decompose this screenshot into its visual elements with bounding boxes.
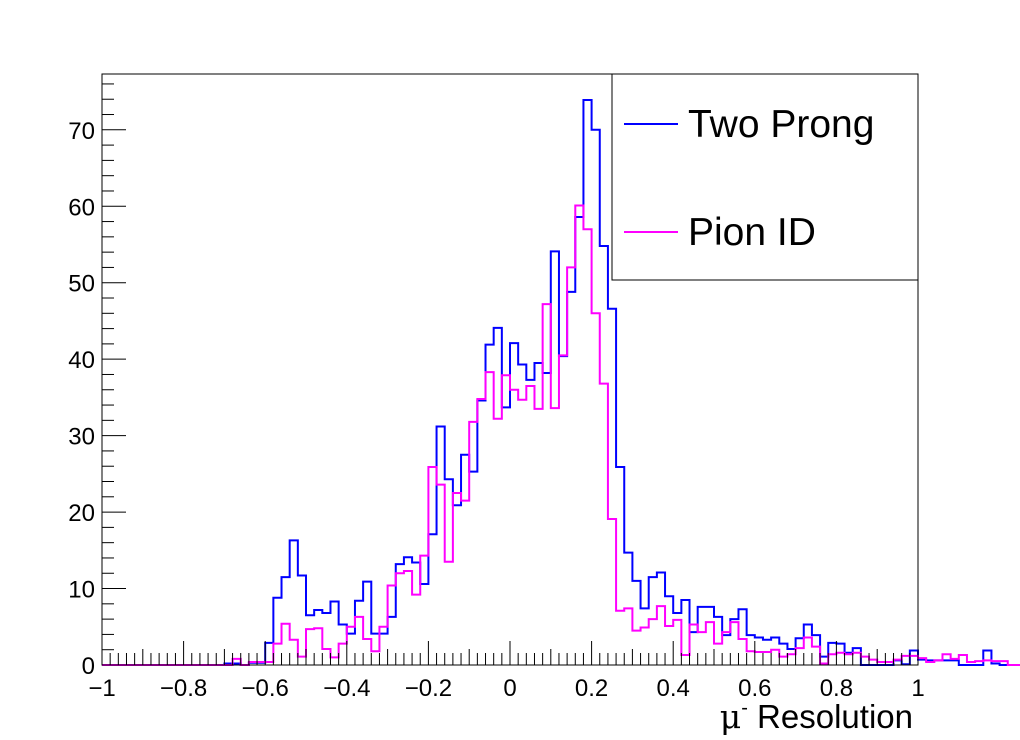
x-tick-label: −0.6 <box>242 675 289 702</box>
y-tick-label: 20 <box>68 500 95 527</box>
x-tick-label: 1 <box>911 675 924 702</box>
legend-label: Two Prong <box>688 103 874 146</box>
x-tick-label: −0.4 <box>323 675 370 702</box>
legend-label: Pion ID <box>688 211 816 254</box>
legend-box <box>611 73 919 281</box>
series-line-two-prong <box>102 98 1008 666</box>
x-tick-label: 0 <box>503 675 516 702</box>
x-tick-label: 0.4 <box>657 675 690 702</box>
x-axis-label-symbol: μ <box>720 697 741 736</box>
x-axis-label: μ- Resolution <box>720 697 913 736</box>
x-tick-label: −0.8 <box>160 675 207 702</box>
x-axis-label-text: Resolution <box>748 698 913 735</box>
x-tick-label: −1 <box>88 675 115 702</box>
y-tick-label: 60 <box>68 194 95 221</box>
y-tick-label: 40 <box>68 347 95 374</box>
y-tick-label: 50 <box>68 271 95 298</box>
legend: Two Prong Pion ID <box>611 73 919 281</box>
y-tick-label: 70 <box>68 118 95 145</box>
x-tick-label: −0.2 <box>405 675 452 702</box>
y-tick-label: 10 <box>68 577 95 604</box>
x-tick-label: 0.2 <box>575 675 608 702</box>
x-tick-label: 0.6 <box>738 675 771 702</box>
y-tick-label: 30 <box>68 424 95 451</box>
axes: −1 −0.8 −0.6 −0.4 −0.2 0 0.2 0.4 0.6 0.8 101020304… <box>68 73 925 702</box>
x-tick-label: 0.8 <box>820 675 853 702</box>
y-tick-label: 0 <box>82 653 95 680</box>
x-axis-label-superscript: - <box>741 697 748 719</box>
